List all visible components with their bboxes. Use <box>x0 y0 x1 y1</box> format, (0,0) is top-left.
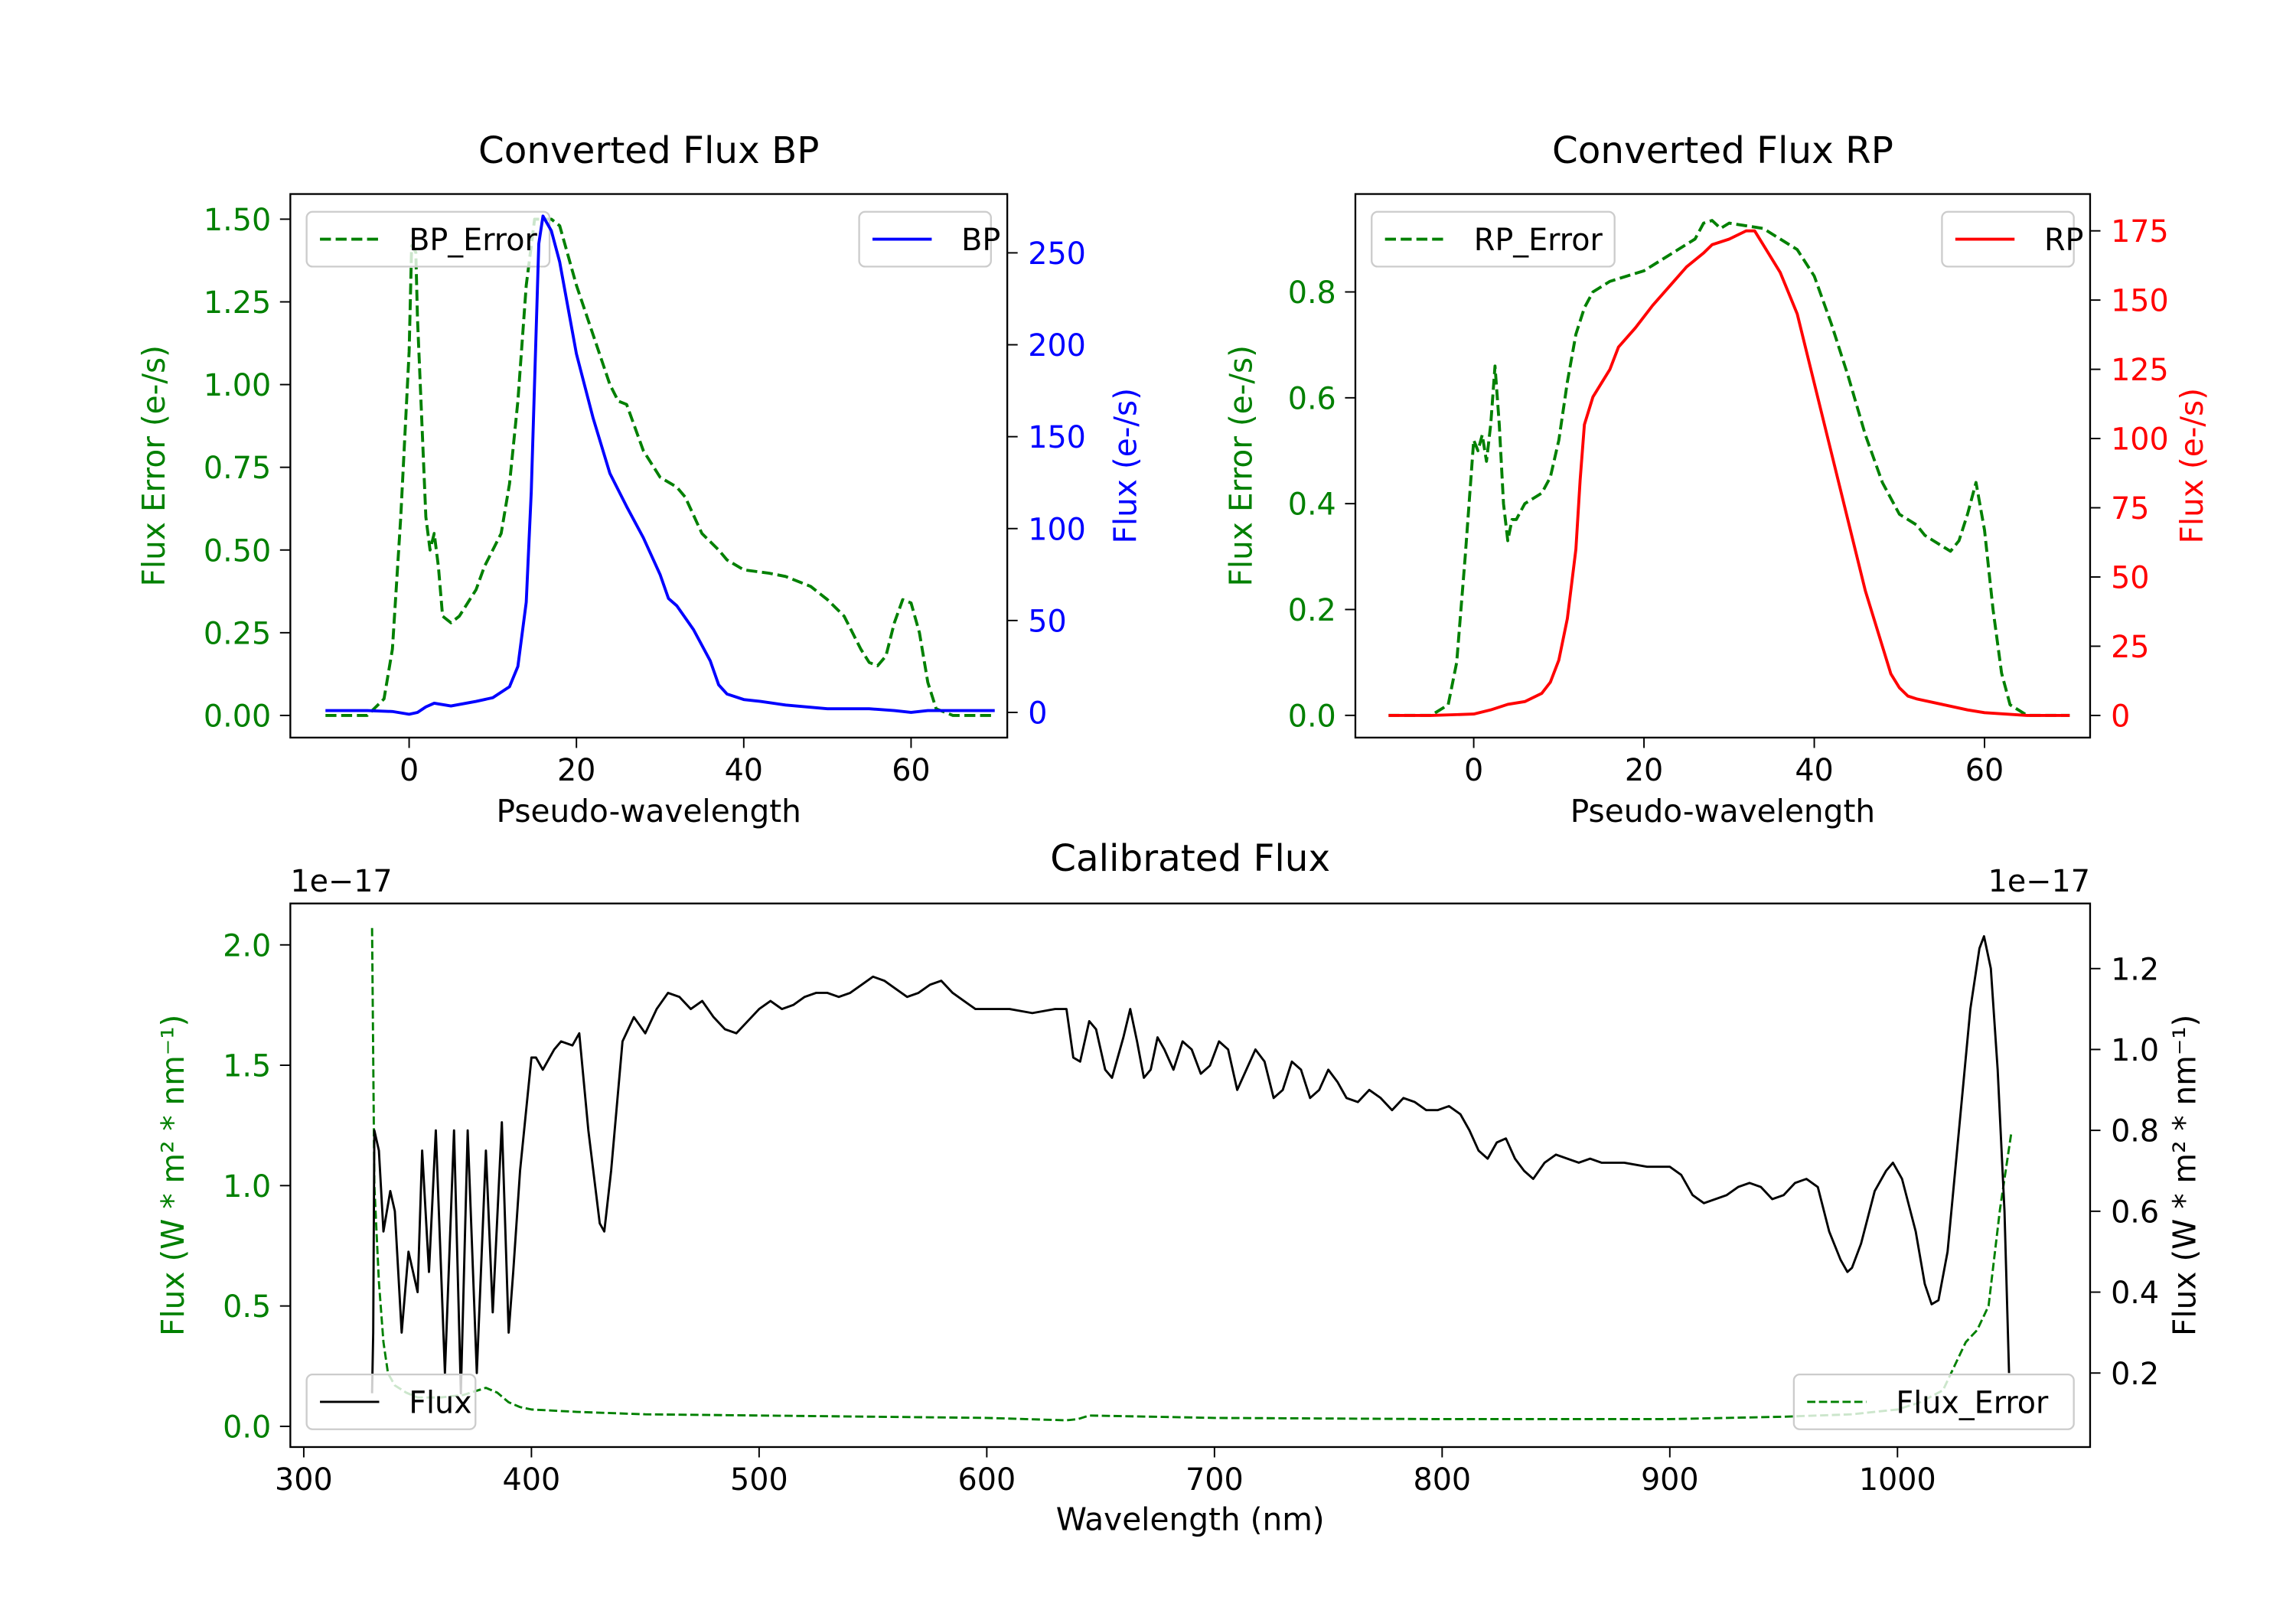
chart-title: Converted Flux BP <box>478 129 819 172</box>
legend-frame <box>305 1373 477 1430</box>
axes-frame <box>289 193 1009 739</box>
y-tick-label-right: 125 <box>2111 353 2169 388</box>
chart-2: Calibrated Flux Wavelength (nm) Flux (W * … <box>155 837 2203 1537</box>
x-tick-label: 20 <box>1625 753 1663 788</box>
y-tick-label-right: 0.8 <box>2111 1114 2159 1149</box>
x-tick-label: 0 <box>400 753 419 788</box>
chart-0: Converted Flux BP Pseudo-wavelength Flux E… <box>135 129 1144 830</box>
legend-upper-left: RP_Error <box>1371 210 1616 268</box>
y-tick-label-right: 0.2 <box>2111 1357 2159 1392</box>
y-tick-label-left: 1.25 <box>204 285 271 321</box>
y-tick-label-right: 75 <box>2111 491 2149 526</box>
legend-frame <box>1792 1373 2075 1430</box>
legend-upper-right: BP <box>858 210 1000 268</box>
y-tick-label-left: 0.5 <box>223 1289 271 1325</box>
y-tick-label-left: 0.0 <box>1288 699 1336 734</box>
offset-text-left: 1e−17 <box>290 864 392 899</box>
x-tick-label: 900 <box>1641 1462 1699 1498</box>
y-tick-label-left: 0.8 <box>1288 275 1336 311</box>
legend-label: BP <box>961 223 1000 258</box>
y-tick-label-left: 1.5 <box>223 1049 271 1084</box>
y-tick-label-right: 50 <box>1028 604 1066 639</box>
legend-upper-left: BP_Error <box>305 210 551 268</box>
y-tick-label-right: 50 <box>2111 561 2149 596</box>
y-tick-label-left: 0.4 <box>1288 487 1336 523</box>
y-tick-label-left: 1.00 <box>204 368 271 403</box>
series-line-bp <box>325 214 995 716</box>
series-line-rp-error <box>1388 219 2070 717</box>
y-axis-label-right: Flux (e-/s) <box>1107 388 1144 544</box>
legend-label: Flux <box>409 1385 471 1420</box>
series-line-rp <box>1388 229 2070 717</box>
x-axis-label: Pseudo-wavelength <box>1570 793 1875 830</box>
chart-title: Converted Flux RP <box>1552 129 1893 172</box>
y-tick-label-left: 0.75 <box>204 451 271 486</box>
y-tick-label-right: 200 <box>1028 328 1086 363</box>
legend-label: RP_Error <box>1474 223 1603 258</box>
x-tick-label: 0 <box>1464 753 1483 788</box>
y-tick-label-right: 0 <box>2111 699 2130 734</box>
y-tick-label-left: 0.50 <box>204 533 271 569</box>
y-axis-label-right: Flux (e-/s) <box>2174 388 2210 544</box>
y-axis-label-left: Flux Error (e-/s) <box>135 345 172 587</box>
series-line-flux-error <box>370 927 2013 1422</box>
x-tick-label: 300 <box>275 1462 333 1498</box>
offset-text-right: 1e−17 <box>1988 864 2090 899</box>
y-axis-label-left: Flux Error (e-/s) <box>1222 345 1259 587</box>
y-tick-label-left: 1.0 <box>223 1169 271 1204</box>
x-tick-label: 500 <box>730 1462 788 1498</box>
x-tick-label: 600 <box>958 1462 1016 1498</box>
y-tick-label-right: 1.0 <box>2111 1033 2159 1068</box>
axes-frame <box>289 902 2092 1449</box>
x-axis-label: Wavelength (nm) <box>1056 1501 1325 1537</box>
x-tick-label: 700 <box>1186 1462 1244 1498</box>
y-tick-label-right: 250 <box>1028 236 1086 272</box>
legend-label: Flux_Error <box>1896 1385 2049 1420</box>
y-tick-label-right: 175 <box>2111 214 2169 249</box>
y-axis-label-left: Flux (W * m² * nm⁻¹) <box>155 1015 191 1336</box>
y-tick-label-right: 150 <box>1028 420 1086 455</box>
y-tick-label-left: 0.6 <box>1288 381 1336 416</box>
y-tick-label-left: 0.2 <box>1288 593 1336 628</box>
x-tick-label: 1000 <box>1859 1462 1936 1498</box>
legend-frame <box>305 210 551 268</box>
chart-1: Converted Flux RP Pseudo-wavelength Flux E… <box>1222 129 2210 830</box>
legend-label: BP_Error <box>409 223 537 258</box>
series-line-flux <box>370 935 2011 1395</box>
y-tick-label-left: 0.25 <box>204 616 271 651</box>
y-tick-label-left: 2.0 <box>223 928 271 963</box>
y-tick-label-right: 100 <box>2111 422 2169 458</box>
x-tick-label: 40 <box>725 753 763 788</box>
x-tick-label: 60 <box>892 753 930 788</box>
y-tick-label-left: 1.50 <box>204 203 271 238</box>
x-tick-label: 20 <box>557 753 595 788</box>
x-tick-label: 400 <box>503 1462 561 1498</box>
y-tick-label-left: 0.0 <box>223 1410 271 1445</box>
x-tick-label: 40 <box>1795 753 1833 788</box>
legend-lower-left: Flux <box>305 1373 477 1430</box>
series-line-bp-error <box>325 217 995 717</box>
legend-frame <box>1371 210 1616 268</box>
y-tick-label-right: 100 <box>1028 512 1086 547</box>
y-tick-label-right: 0 <box>1028 696 1047 731</box>
y-tick-label-right: 0.4 <box>2111 1276 2159 1311</box>
legend-upper-right: RP <box>1941 210 2083 268</box>
x-tick-label: 800 <box>1413 1462 1471 1498</box>
y-tick-label-right: 25 <box>2111 630 2149 665</box>
y-tick-label-left: 0.00 <box>204 699 271 734</box>
axes-frame <box>1354 193 2092 739</box>
x-axis-label: Pseudo-wavelength <box>497 793 801 830</box>
chart-title: Calibrated Flux <box>1050 837 1330 880</box>
y-tick-label-right: 1.2 <box>2111 952 2159 987</box>
y-axis-label-right: Flux (W * m² * nm⁻¹) <box>2166 1015 2203 1336</box>
y-tick-label-right: 0.6 <box>2111 1195 2159 1230</box>
x-tick-label: 60 <box>1965 753 2004 788</box>
y-tick-label-right: 150 <box>2111 284 2169 319</box>
legend-label: RP <box>2044 223 2083 258</box>
legend-lower-right: Flux_Error <box>1792 1373 2075 1430</box>
